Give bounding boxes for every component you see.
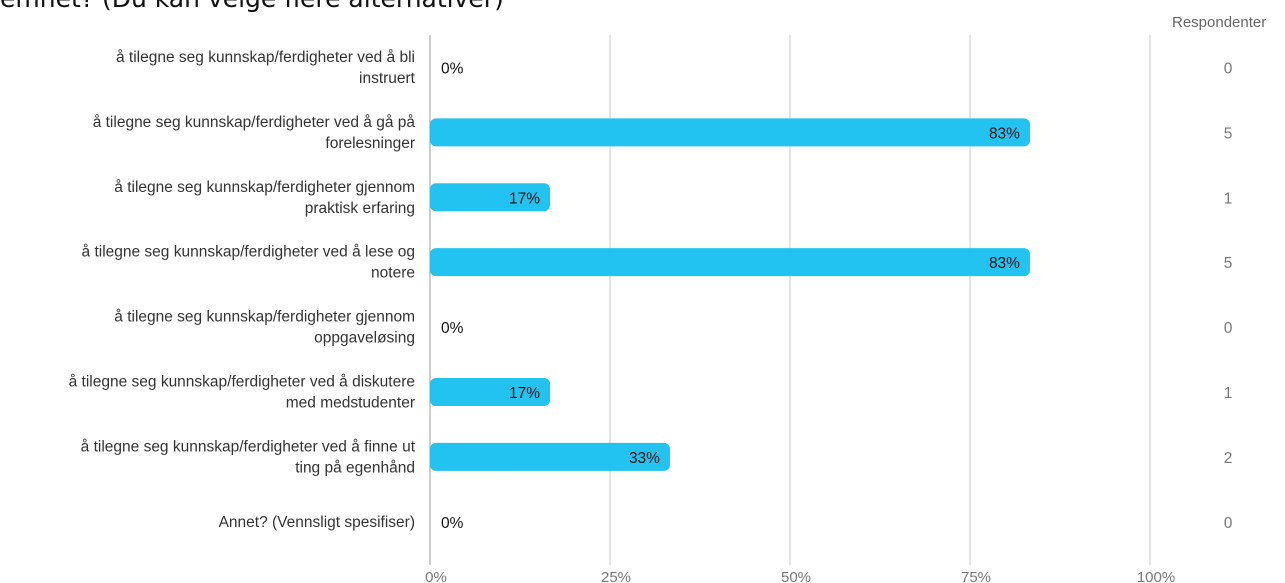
category-label: Annet? (Vennsligt spesifiser) (219, 514, 415, 531)
bar-value-label: 0% (441, 320, 464, 337)
category-label-line: å tilegne seg kunnskap/ferdigheter gjenn… (114, 309, 415, 326)
category-label-line: å tilegne seg kunnskap/ferdigheter ved å… (81, 438, 416, 455)
bar (430, 377, 551, 406)
bar-value-label: 17% (509, 190, 540, 207)
category-label-line: å tilegne seg kunnskap/ferdigheter ved å… (82, 244, 415, 261)
bar (430, 118, 1030, 147)
bar (430, 248, 1030, 277)
category-label-line: notere (371, 265, 415, 282)
category-label: å tilegne seg kunnskap/ferdigheter ved å… (69, 373, 415, 411)
category-label-line: å tilegne seg kunnskap/ferdigheter ved å… (116, 49, 415, 66)
category-label-line: oppgaveløsing (314, 330, 415, 347)
respondent-count: 5 (1224, 125, 1233, 142)
respondent-count: 0 (1224, 320, 1233, 337)
category-label-line: instruert (359, 70, 416, 87)
bar-value-label: 0% (441, 515, 464, 532)
respondent-count: 2 (1224, 450, 1233, 467)
x-tick-label: 50% (781, 569, 811, 583)
respondent-count: 5 (1224, 255, 1233, 272)
x-tick-label: 25% (601, 569, 631, 583)
x-tick-label: 75% (961, 569, 991, 583)
respondents-header: Respondenter (1172, 14, 1267, 31)
category-label-line: å tilegne seg kunnskap/ferdigheter gjenn… (114, 179, 415, 196)
bar-value-label: 33% (629, 450, 660, 467)
category-label-line: ting på egenhånd (295, 459, 415, 476)
bar-value-label: 83% (989, 255, 1020, 272)
category-label: å tilegne seg kunnskap/ferdigheter gjenn… (114, 179, 415, 217)
category-label-line: med medstudenter (286, 394, 415, 411)
category-label: å tilegne seg kunnskap/ferdigheter ved å… (82, 244, 415, 282)
bar-value-label: 17% (509, 385, 540, 402)
category-label-line: å tilegne seg kunnskap/ferdigheter ved å… (93, 114, 416, 131)
x-tick-label: 100% (1137, 569, 1175, 583)
bar (430, 183, 551, 212)
category-label-line: praktisk erfaring (305, 200, 415, 217)
bar (430, 442, 670, 471)
category-label-line: Annet? (Vennsligt spesifiser) (219, 514, 415, 531)
respondent-count: 0 (1224, 515, 1233, 532)
respondent-count: 1 (1224, 385, 1233, 402)
bar-value-label: 83% (989, 125, 1020, 142)
bar-value-label: 0% (441, 60, 464, 77)
respondent-count: 0 (1224, 60, 1233, 77)
respondent-count: 1 (1224, 190, 1233, 207)
chart-title: emnet? (Du kan velge flere alternativer) (0, 0, 504, 13)
category-label: å tilegne seg kunnskap/ferdigheter gjenn… (114, 309, 415, 347)
category-label: å tilegne seg kunnskap/ferdigheter ved å… (93, 114, 416, 152)
category-label-line: å tilegne seg kunnskap/ferdigheter ved å… (69, 373, 415, 390)
category-label: å tilegne seg kunnskap/ferdigheter ved å… (81, 438, 416, 476)
x-tick-label: 0% (425, 569, 447, 583)
category-label: å tilegne seg kunnskap/ferdigheter ved å… (116, 49, 416, 87)
category-label-line: forelesninger (325, 135, 415, 152)
